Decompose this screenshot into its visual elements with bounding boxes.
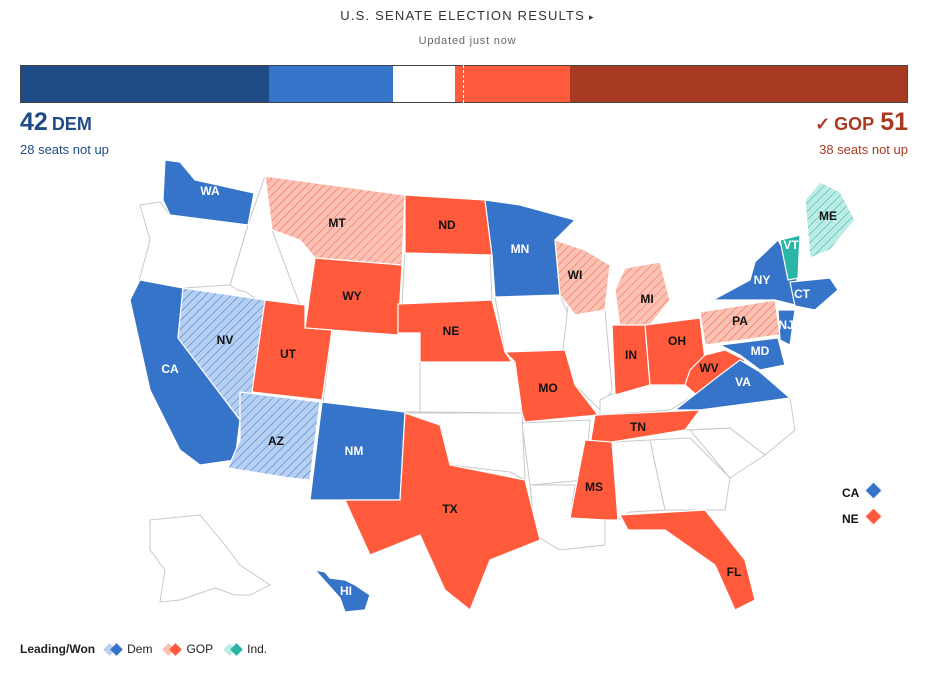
gop-count: 51 <box>880 108 908 136</box>
legend-item-ind: Ind. <box>223 642 268 656</box>
title-text: U.S. SENATE ELECTION RESULTS <box>340 8 586 23</box>
state-ks[interactable] <box>419 361 523 414</box>
state-sd[interactable] <box>401 252 493 305</box>
state-ga[interactable] <box>649 437 731 511</box>
state-tx[interactable] <box>344 412 541 611</box>
state-az[interactable] <box>227 391 321 481</box>
state-label-wy: WY <box>342 289 361 303</box>
state-label-md: MD <box>751 344 770 358</box>
state-label-mo: MO <box>538 381 557 395</box>
state-label-ca: CA <box>161 362 179 376</box>
state-co[interactable] <box>321 329 421 413</box>
gop-label: GOP <box>834 114 875 134</box>
state-label-mt: MT <box>328 216 346 230</box>
state-label-in: IN <box>625 348 637 362</box>
state-vt[interactable] <box>779 234 801 281</box>
state-label-wi: WI <box>568 268 583 282</box>
diamond-won-icon <box>169 642 183 656</box>
state-label-me: ME <box>819 209 837 223</box>
arrow-right-icon: ▸ <box>589 12 595 22</box>
legend-label: Ind. <box>247 642 268 656</box>
state-label-tn: TN <box>630 420 646 434</box>
dem-label: DEM <box>51 114 92 134</box>
state-ct[interactable] <box>789 277 839 311</box>
state-me[interactable] <box>804 181 856 259</box>
state-wy[interactable] <box>304 257 403 336</box>
state-wi[interactable] <box>554 239 611 316</box>
state-label-ct: CT <box>794 287 811 301</box>
district-ca[interactable]: CA <box>842 481 883 500</box>
district-ne-label: NE <box>842 512 859 526</box>
state-wa[interactable] <box>162 159 255 226</box>
seat-bar-gop-won <box>455 66 571 102</box>
dem-not-up: 28 seats not up <box>20 142 109 157</box>
state-label-ut: UT <box>280 347 297 361</box>
state-label-va: VA <box>735 375 751 389</box>
state-label-oh: OH <box>668 334 686 348</box>
seat-bar-gop-not-up <box>570 66 907 102</box>
state-fl[interactable] <box>619 509 756 611</box>
state-label-mn: MN <box>511 242 530 256</box>
state-label-az: AZ <box>268 434 284 448</box>
state-label-ne: NE <box>443 324 460 338</box>
state-ms[interactable] <box>569 439 619 521</box>
gop-not-up: 38 seats not up <box>819 142 908 157</box>
state-label-ms: MS <box>585 480 603 494</box>
state-label-vt: VT <box>783 238 799 252</box>
seat-bar-dem-not-up <box>21 66 270 102</box>
diamond-ca-icon <box>864 481 883 500</box>
legend-label: Dem <box>127 642 153 656</box>
legend-label: GOP <box>186 642 214 656</box>
state-ak[interactable] <box>149 514 271 603</box>
seat-bar-undecided <box>393 66 456 102</box>
state-label-nm: NM <box>345 444 364 458</box>
state-ut[interactable] <box>251 299 333 401</box>
legend: Leading/Won Dem GOP Ind. <box>20 642 279 656</box>
legend-item-dem: Dem <box>103 642 153 656</box>
state-label-nd: ND <box>438 218 456 232</box>
diamond-won-icon <box>110 642 123 656</box>
district-ca-label: CA <box>842 486 859 500</box>
us-map: WA CA NV AZ MT ND WY UT NE NM TX MN WI MI MO IN OH WV PA NY… <box>129 159 856 613</box>
state-ne[interactable] <box>397 299 514 363</box>
state-mo[interactable] <box>503 349 600 423</box>
state-label-nj: NJ <box>778 318 793 332</box>
updated-status: Updated just now <box>418 35 517 47</box>
state-label-wv: WV <box>699 361 718 375</box>
state-label-nv: NV <box>217 333 234 347</box>
checkmark-icon: ✓ <box>815 114 831 134</box>
state-label-pa: PA <box>732 314 748 328</box>
gop-seat-total: ✓ GOP 51 <box>815 108 908 137</box>
dem-seat-total: 42 DEM <box>20 108 92 137</box>
state-label-ny: NY <box>754 273 771 287</box>
state-label-fl: FL <box>727 565 742 579</box>
seat-bar-dem-won <box>269 66 394 102</box>
state-hi[interactable] <box>313 569 371 613</box>
majority-line <box>463 65 464 103</box>
state-md[interactable] <box>717 337 786 371</box>
district-ne[interactable]: NE <box>842 507 883 526</box>
state-or[interactable] <box>134 201 249 297</box>
legend-item-gop: GOP <box>162 642 214 656</box>
state-nj[interactable] <box>777 309 796 346</box>
dem-count: 42 <box>20 108 48 136</box>
diamond-won-icon <box>230 642 243 656</box>
legend-title: Leading/Won <box>20 642 96 656</box>
state-label-hi: HI <box>340 584 352 598</box>
state-label-tx: TX <box>442 502 457 516</box>
diamond-ne-icon <box>864 507 883 526</box>
state-label-mi: MI <box>640 292 653 306</box>
state-label-wa: WA <box>200 184 220 198</box>
seat-balance-bar <box>20 65 908 103</box>
page-title[interactable]: U.S. SENATE ELECTION RESULTS ▸ <box>0 8 935 23</box>
state-ia[interactable] <box>494 294 576 353</box>
